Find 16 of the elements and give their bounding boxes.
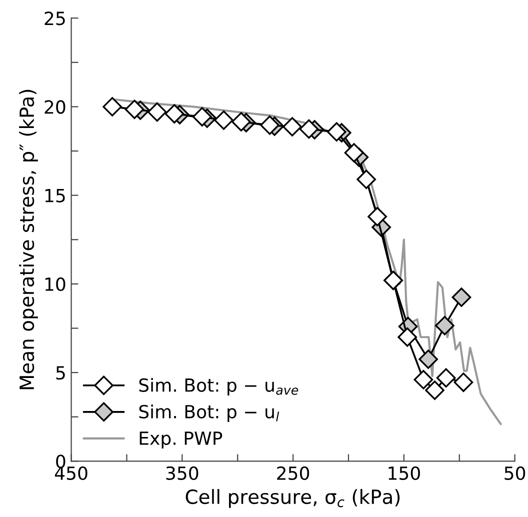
legend-label: Sim. Bot: p − u$_{l}$ [139,404,280,422]
x-tick-label: 150 [388,466,420,480]
y-tick-label: 15 [45,189,65,202]
x-axis-title: Cell pressure, σ$_{c}$ (kPa) [186,489,400,508]
y-tick-label: 5 [56,366,65,380]
legend-label: Sim. Bot: p − u$_{ave}$ [139,378,298,396]
y-tick-label: 10 [45,277,66,292]
x-tick-label: 350 [166,466,198,480]
y-tick-label: 25 [44,12,65,26]
legend-label: Exp. PWP [140,432,222,449]
y-tick-label: 0 [56,454,66,468]
x-tick-label: 50 [504,466,526,480]
y-axis-title: Mean operative stress, p″ (kPa) [19,90,38,390]
y-tick-label: 20 [44,100,66,114]
x-tick-label: 450 [54,466,88,480]
x-tick-label: 250 [277,466,310,480]
